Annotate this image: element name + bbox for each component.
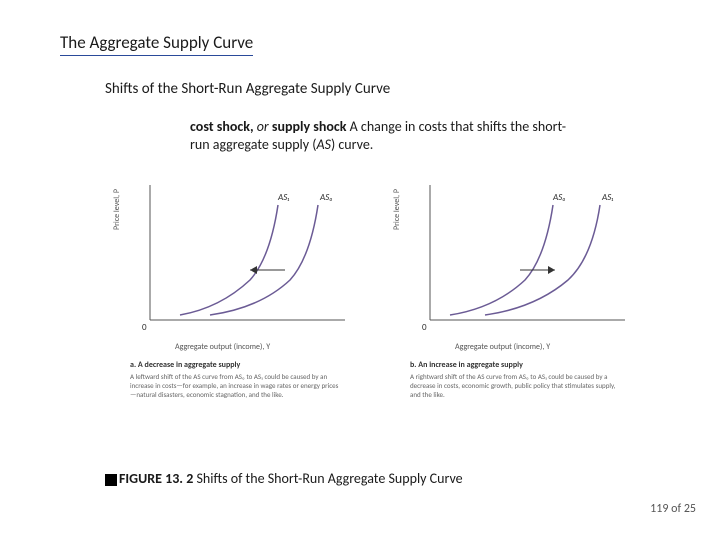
chart-panel-a: Price level, P AS₁ AS₀ 0 Aggregate outpu… — [120, 170, 360, 430]
chart-b-svg: AS₀ AS₁ 0 — [400, 170, 640, 340]
figure-text: Shifts of the Short-Run Aggregate Supply… — [196, 470, 462, 487]
figure-marker-icon — [105, 474, 117, 486]
chart-desc-a: A leftward shift of the AS curve from AS… — [130, 373, 340, 399]
origin-b: 0 — [422, 322, 427, 333]
charts-container: Price level, P AS₁ AS₀ 0 Aggregate outpu… — [120, 170, 640, 430]
chart-panel-b: Price level, P AS₀ AS₁ 0 Aggregate outpu… — [400, 170, 640, 430]
arrow-head-a — [250, 266, 257, 274]
chart-a-svg: AS₁ AS₀ 0 — [120, 170, 360, 340]
figure-caption: FIGURE 13. 2 Shifts of the Short-Run Agg… — [105, 470, 545, 488]
definition-text: cost shock, or supply shock A change in … — [190, 118, 570, 153]
page-title: The Aggregate Supply Curve — [60, 32, 253, 56]
term-1: cost shock, — [190, 118, 254, 135]
chart-caption-b: b. An increase in aggregate supply — [410, 360, 523, 370]
x-axis-label-a: Aggregate output (income), Y — [175, 342, 270, 352]
figure-label: FIGURE 13. 2 — [119, 470, 193, 487]
curve-label-as1-b: AS₁ — [601, 192, 614, 203]
curve-as0-b — [450, 205, 553, 315]
arrow-head-b — [548, 266, 555, 274]
origin-a: 0 — [142, 322, 147, 333]
x-axis-label-b: Aggregate output (income), Y — [455, 342, 550, 352]
y-axis-label-a: Price level, P — [112, 189, 122, 230]
curve-label-as0-b: AS₀ — [552, 192, 566, 203]
term-or: or — [257, 118, 269, 135]
section-subtitle: Shifts of the Short-Run Aggregate Supply… — [105, 80, 390, 98]
chart-desc-b: A rightward shift of the AS curve from A… — [410, 373, 620, 399]
curve-label-as0-a: AS₀ — [319, 192, 333, 203]
definition-italic: AS — [317, 136, 331, 153]
curve-as1-b — [485, 205, 600, 315]
curve-label-as1-a: AS₁ — [277, 192, 290, 203]
definition-body2: ) curve. — [331, 136, 373, 153]
term-2: supply shock — [272, 118, 347, 135]
y-axis-label-b: Price level, P — [392, 189, 402, 230]
page-number: 119 of 25 — [650, 502, 696, 516]
chart-caption-a: a. A decrease in aggregate supply — [130, 360, 240, 370]
